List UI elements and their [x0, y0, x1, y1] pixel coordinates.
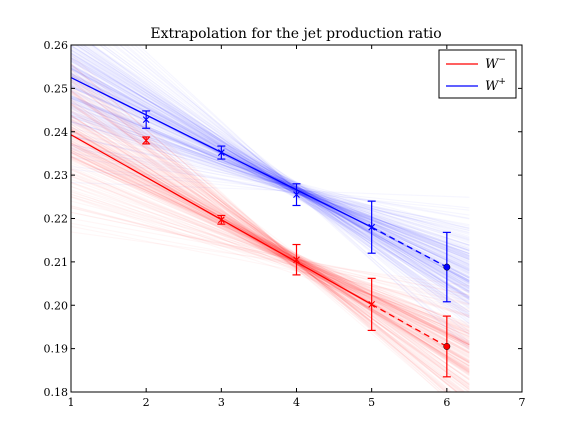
x-tick-label: 4 — [293, 396, 300, 409]
legend-box — [438, 49, 517, 99]
y-tick-label: 0.21 — [44, 256, 69, 269]
x-tick-label: 7 — [519, 396, 526, 409]
data-point-w-plus — [217, 149, 225, 156]
data-marks — [71, 76, 451, 378]
y-tick-label: 0.24 — [44, 126, 69, 139]
chart-title: Extrapolation for the jet production rat… — [150, 26, 441, 42]
data-point-w-plus — [142, 116, 150, 123]
data-point-w-minus — [368, 300, 376, 308]
data-point-w-minus — [217, 216, 225, 224]
legend-label-w-minus: W− — [485, 55, 506, 72]
extrapolation-line-w-minus — [371, 303, 448, 348]
y-tick-label: 0.18 — [44, 386, 69, 399]
x-tick-label: 3 — [218, 396, 225, 409]
x-tick-label: 5 — [368, 396, 375, 409]
y-tick-label: 0.25 — [44, 82, 69, 95]
data-point-w-minus — [293, 256, 300, 264]
y-tick-label: 0.20 — [44, 299, 69, 312]
x-tick-label: 1 — [68, 396, 75, 409]
data-point-w-plus — [368, 223, 376, 231]
extrapolation-line-w-plus — [371, 226, 448, 268]
data-point-w-plus — [293, 191, 300, 199]
extrapolated-point-w-plus — [443, 263, 451, 271]
x-tick-label: 6 — [443, 396, 450, 409]
axis-ticks: 1 2 3 4 5 6 7 0.18 0.19 0.20 0.21 0.22 0.23 0.24 0.25 0… — [44, 39, 526, 409]
legend: W− W+ — [438, 49, 517, 99]
y-tick-label: 0.19 — [44, 343, 69, 356]
extrapolated-point-w-minus — [443, 343, 451, 350]
y-tick-label: 0.22 — [44, 213, 69, 226]
x-tick-label: 2 — [143, 396, 150, 409]
legend-label-w-plus: W+ — [485, 77, 506, 94]
data-point-w-minus — [142, 137, 150, 144]
y-tick-label: 0.26 — [44, 39, 69, 52]
y-tick-label: 0.23 — [44, 169, 69, 182]
